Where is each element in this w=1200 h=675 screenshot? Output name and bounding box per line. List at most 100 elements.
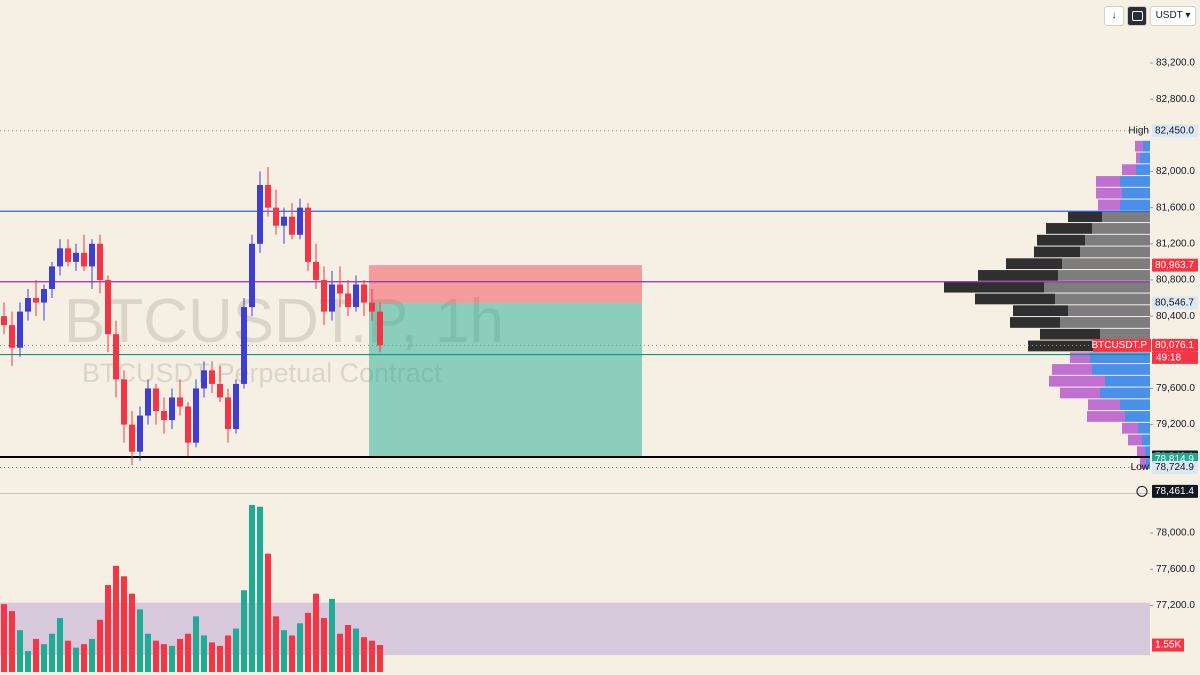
profile-sell	[1052, 364, 1092, 375]
volume-bar	[193, 616, 199, 672]
profile-buy	[1060, 317, 1150, 328]
price-label-bg	[1152, 338, 1198, 352]
volume-bar	[137, 609, 143, 672]
volume-bar	[289, 635, 295, 672]
profile-buy	[1058, 270, 1150, 281]
profile-buy	[1140, 152, 1150, 164]
currency-dropdown[interactable]: USDT ▾	[1150, 6, 1196, 26]
candle-body	[9, 325, 15, 348]
volume-zone	[0, 602, 1150, 656]
screenshot-button[interactable]	[1127, 6, 1147, 26]
price-label-bg	[1152, 484, 1198, 498]
profile-buy	[1090, 352, 1150, 364]
y-tick-label: 81,600.0	[1156, 202, 1195, 213]
crosshair-icon	[1136, 485, 1148, 497]
volume-bar	[321, 618, 327, 672]
candle-body	[201, 370, 207, 389]
profile-buy	[1146, 458, 1150, 469]
volume-bar	[273, 616, 279, 672]
volume-bar	[177, 638, 183, 672]
y-tick-label: 83,200.0	[1156, 58, 1195, 69]
profile-sell	[1088, 399, 1120, 411]
volume-bar	[161, 644, 167, 672]
profile-buy	[1105, 375, 1150, 387]
price-tag: High	[1128, 125, 1149, 136]
candle-body	[225, 397, 231, 430]
profile-sell	[1096, 176, 1120, 187]
profile-sell	[1028, 340, 1098, 352]
volume-label: 1.55K	[1155, 640, 1181, 651]
price-label-bg	[1152, 461, 1198, 475]
profile-buy	[1145, 446, 1150, 458]
profile-sell	[975, 293, 1055, 305]
candle-body	[193, 388, 199, 443]
profile-buy	[1120, 176, 1150, 187]
profile-sell	[1037, 234, 1085, 246]
candle-body	[89, 243, 95, 267]
price-tag: BTCUSDT.P	[1091, 340, 1147, 351]
volume-bar	[169, 645, 175, 672]
y-tick-label: 78,000.0	[1156, 528, 1195, 539]
volume-bar	[345, 625, 351, 672]
candle-body	[161, 411, 167, 421]
candle-body	[1, 316, 7, 326]
volume-bar	[65, 640, 71, 672]
volume-bar	[41, 644, 47, 672]
profile-sell	[944, 281, 1044, 293]
volume-bar	[281, 630, 287, 672]
volume-bar	[97, 619, 103, 672]
profile-sell	[1046, 223, 1092, 234]
volume-bar	[185, 633, 191, 672]
candle-body	[153, 388, 159, 412]
profile-sell	[1098, 199, 1120, 211]
profile-sell	[1006, 258, 1062, 270]
volume-bar	[1, 604, 7, 672]
price-tag-bg	[1093, 338, 1151, 352]
countdown: 49:18	[1156, 353, 1181, 364]
volume-bar	[233, 628, 239, 672]
y-tick-label: 79,600.0	[1156, 383, 1195, 394]
profile-buy	[1068, 305, 1150, 317]
candle-body	[145, 388, 151, 416]
profile-sell	[1034, 246, 1080, 258]
profile-sell	[1128, 434, 1142, 446]
volume-bar	[249, 504, 255, 672]
y-tick-label: 80,800.0	[1156, 275, 1195, 286]
target-zone	[369, 302, 642, 457]
profile-sell	[1137, 446, 1145, 458]
candle-body	[353, 284, 359, 308]
price-label: 80,076.1	[1155, 340, 1194, 351]
profile-sell	[1068, 211, 1102, 223]
profile-sell	[1140, 458, 1146, 469]
y-tick-label: 80,400.0	[1156, 311, 1195, 322]
download-button[interactable]: ↓	[1104, 6, 1124, 26]
candle-body	[25, 298, 31, 312]
candle-body	[265, 185, 271, 208]
profile-buy	[1080, 246, 1150, 258]
profile-sell	[1010, 317, 1060, 328]
volume-bar	[329, 598, 335, 672]
candle-body	[33, 298, 39, 303]
profile-buy	[1136, 164, 1150, 176]
profile-buy	[1092, 364, 1150, 375]
currency: USDT	[1155, 10, 1183, 21]
candle-body	[257, 185, 263, 244]
candle-body	[137, 415, 143, 452]
profile-sell	[1040, 328, 1100, 340]
candle-body	[329, 284, 335, 312]
volume-bar	[209, 642, 215, 672]
y-tick-label: 82,800.0	[1156, 94, 1195, 105]
candle-body	[297, 207, 303, 235]
candle-body	[337, 284, 343, 294]
profile-buy	[1120, 399, 1150, 411]
volume-bar	[361, 637, 367, 672]
candle-body	[105, 279, 111, 335]
volume-bar	[121, 576, 127, 672]
candle-body	[249, 243, 255, 308]
volume-bar	[89, 638, 95, 672]
profile-sell	[1096, 187, 1122, 199]
candle-body	[113, 334, 119, 380]
profile-buy	[1092, 223, 1150, 234]
